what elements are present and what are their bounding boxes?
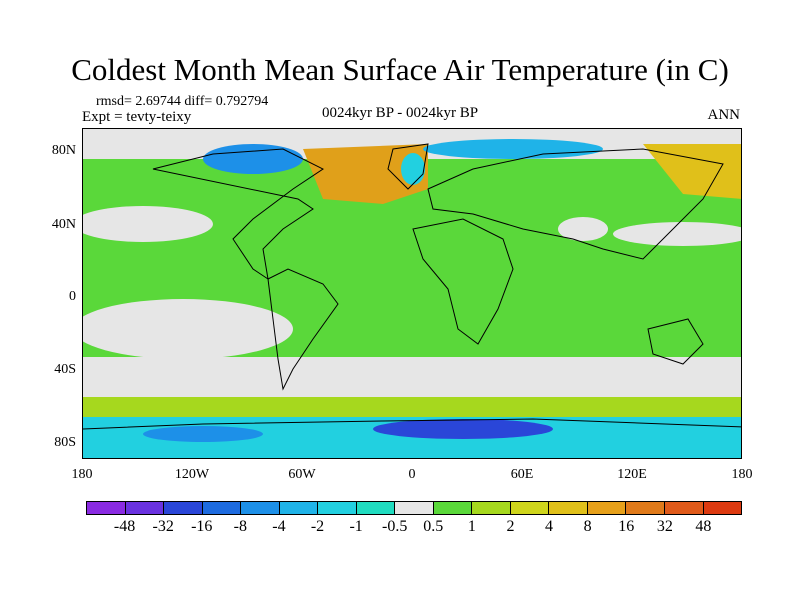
world-map-svg (83, 129, 741, 458)
south-pacific-patch (83, 299, 293, 359)
north-america-coast (152, 148, 324, 281)
colorbar-label: -32 (152, 518, 174, 535)
stats-line: rmsd= 2.69744 diff= 0.792794 (96, 94, 269, 109)
colorbar-label: 16 (618, 518, 635, 535)
colorbar-swatch (587, 502, 627, 514)
colorbar-label: 0.5 (423, 518, 444, 535)
tibet-patch (558, 217, 608, 241)
colorbar-swatch (356, 502, 396, 514)
colorbar-swatch (472, 502, 511, 514)
colorbar-swatch (664, 502, 704, 514)
colorbar (86, 501, 742, 515)
x-tick-label: 120E (617, 467, 647, 482)
colorbar-swatch (125, 502, 165, 514)
colorbar-label: 8 (583, 518, 592, 535)
x-tick-label: 180 (71, 467, 93, 482)
southern-band (83, 397, 741, 417)
canada-cold (203, 144, 303, 174)
antarctic-cold-patch-west (143, 426, 263, 442)
x-tick-label: 180 (731, 467, 753, 482)
greenland-coast (387, 143, 429, 190)
y-tick-label: 80N (51, 143, 76, 158)
arctic-cold (423, 139, 603, 159)
antarctica-coast (83, 418, 741, 430)
colorbar-swatch (395, 502, 434, 514)
north-pacific-patch (83, 206, 213, 242)
colorbar-label: -0.5 (382, 518, 408, 535)
colorbar-label: -1 (349, 518, 363, 535)
colorbar-swatch (549, 502, 588, 514)
y-tick-label: 0 (69, 289, 76, 304)
colorbar-swatch (241, 502, 280, 514)
chart-title: Coldest Month Mean Surface Air Temperatu… (71, 52, 729, 87)
colorbar-label: 4 (545, 518, 554, 535)
colorbar-swatch (202, 502, 242, 514)
north-atlantic-warm (303, 144, 428, 204)
colorbar-swatch (510, 502, 550, 514)
nw-pacific-patch (613, 222, 741, 246)
y-tick-label: 40N (51, 217, 76, 232)
y-tick-label: 80S (54, 435, 76, 450)
colorbar-label: -4 (272, 518, 286, 535)
colorbar-swatch (703, 502, 742, 514)
siberia-warm (643, 144, 741, 199)
colorbar-swatch (433, 502, 473, 514)
australia-coast (647, 318, 704, 365)
colorbar-label: 1 (467, 518, 476, 535)
colorbar-label: -8 (233, 518, 247, 535)
x-tick-label: 120W (174, 467, 210, 482)
south-america-coast (267, 268, 339, 391)
antarctic-cold-patch (373, 419, 553, 439)
colorbar-label: -16 (191, 518, 213, 535)
colorbar-swatch (626, 502, 665, 514)
greenland-cold (401, 153, 425, 185)
world-map (82, 128, 742, 459)
x-tick-label: 60E (510, 467, 534, 482)
south-indian-patch (553, 367, 733, 391)
colorbar-label: 48 (695, 518, 712, 535)
period-label: 0024kyr BP - 0024kyr BP (321, 105, 479, 121)
x-tick-label: 0 (408, 467, 416, 482)
africa-coast (412, 218, 514, 345)
colorbar-swatch (87, 502, 126, 514)
coastlines (83, 143, 741, 430)
colorbar-swatch (279, 502, 319, 514)
experiment-label: Expt = tevty-teixy (82, 109, 192, 125)
x-tick-label: 60W (288, 467, 316, 482)
colorbar-label: 2 (506, 518, 515, 535)
colorbar-swatch (318, 502, 357, 514)
season-label: ANN (707, 107, 741, 123)
colorbar-label: -48 (113, 518, 136, 535)
eurasia-coast (427, 148, 724, 260)
colorbar-label: 32 (656, 518, 673, 535)
colorbar-swatch (164, 502, 203, 514)
y-tick-label: 40S (54, 362, 76, 377)
colorbar-label: -2 (310, 518, 325, 535)
